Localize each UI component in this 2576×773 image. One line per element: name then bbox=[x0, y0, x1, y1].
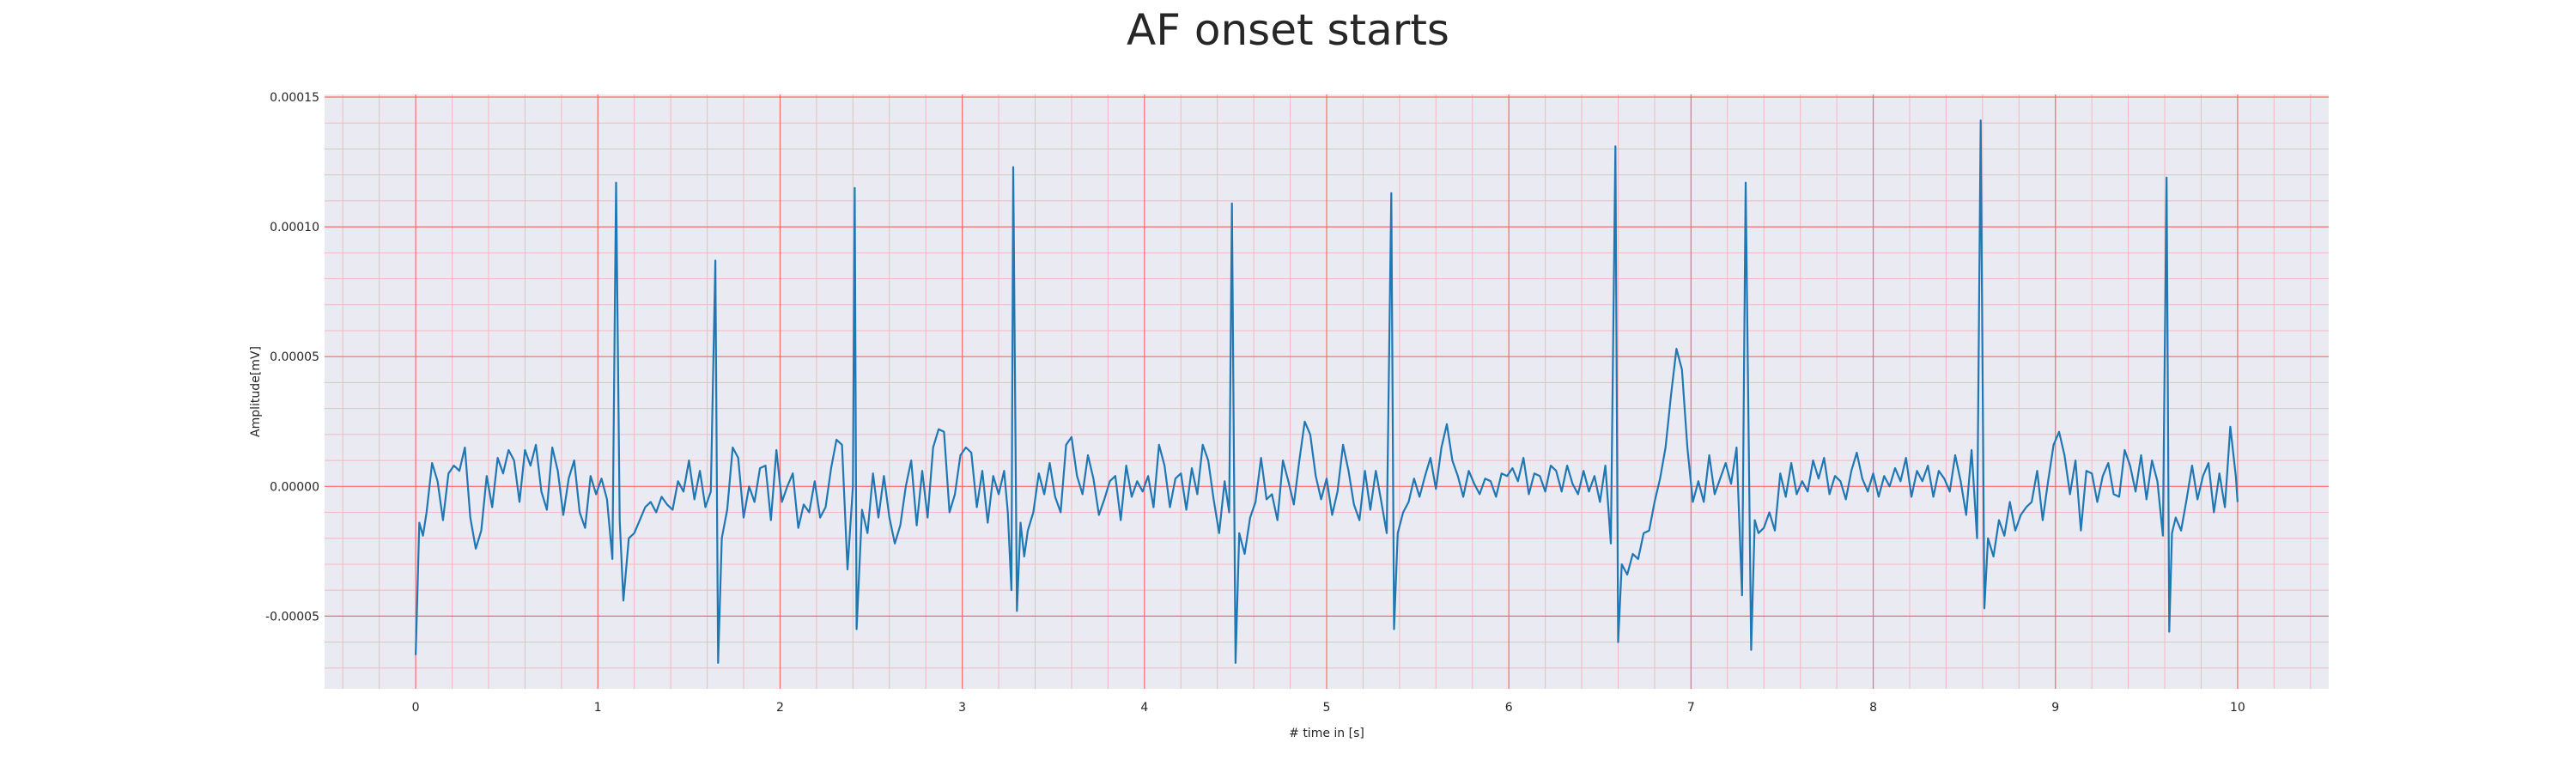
x-tick-label: 0 bbox=[412, 701, 420, 715]
x-tick-label: 8 bbox=[1869, 701, 1877, 715]
x-tick-label: 4 bbox=[1140, 701, 1148, 715]
major-grid bbox=[325, 94, 2329, 689]
y-tick-label: 0.00000 bbox=[270, 480, 319, 494]
x-tick-label: 10 bbox=[2230, 701, 2245, 715]
x-tick-label: 6 bbox=[1505, 701, 1513, 715]
series-layer bbox=[415, 119, 2239, 664]
y-tick-label: 0.00015 bbox=[270, 91, 319, 105]
chart-title: AF onset starts bbox=[1127, 5, 1449, 55]
x-tick-label: 2 bbox=[776, 701, 784, 715]
x-tick-label: 7 bbox=[1687, 701, 1695, 715]
y-tick-label: -0.00005 bbox=[265, 610, 319, 624]
y-tick-label: 0.00010 bbox=[270, 221, 319, 234]
x-axis-label: # time in [s] bbox=[1289, 727, 1364, 740]
y-tick-labels: -0.00005 0.00000 0.00005 0.00010 0.00015 bbox=[265, 91, 319, 624]
x-tick-label: 5 bbox=[1323, 701, 1331, 715]
x-tick-labels: 0 1 2 3 4 5 6 7 8 9 10 bbox=[412, 701, 2245, 715]
x-tick-label: 3 bbox=[958, 701, 966, 715]
x-tick-label: 9 bbox=[2051, 701, 2059, 715]
y-tick-label: 0.00005 bbox=[270, 350, 319, 364]
y-axis-label: Amplitude[mV] bbox=[249, 346, 263, 437]
x-tick-label: 1 bbox=[594, 701, 602, 715]
series-line bbox=[415, 119, 2239, 664]
